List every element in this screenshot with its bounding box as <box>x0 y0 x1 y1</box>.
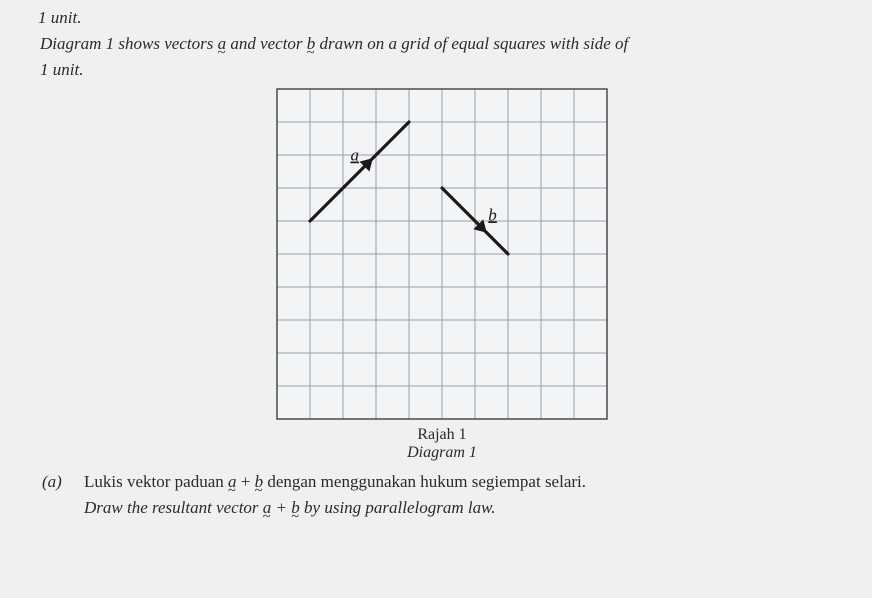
intro-line-2: 1 unit. <box>40 60 844 80</box>
vec-b-sum-en: b <box>291 498 300 518</box>
intro-line-1: Diagram 1 shows vectors a and vector b d… <box>40 34 840 54</box>
vector-b-inline: b <box>307 34 316 54</box>
caption-rajah: Rajah 1 <box>40 426 844 444</box>
vec-b-sum: b <box>255 472 264 492</box>
question-a-english: Draw the resultant vector a + b by using… <box>40 498 844 518</box>
qa-eng-2: by using parallelogram law. <box>300 498 496 517</box>
caption-diagram: Diagram 1 <box>40 444 844 462</box>
question-a-malay: Lukis vektor paduan a + b dengan menggun… <box>84 472 586 492</box>
caption-block: Rajah 1 Diagram 1 <box>40 426 844 462</box>
question-a-label: (a) <box>42 472 70 492</box>
qa-malay-2: dengan menggunakan hukum segiempat selar… <box>263 472 586 491</box>
truncated-prev-line: 1 unit. <box>38 8 844 28</box>
intro-text-1: Diagram 1 shows vectors <box>40 34 218 53</box>
vector-a-label: a <box>350 146 359 165</box>
question-a: (a) Lukis vektor paduan a + b dengan men… <box>40 472 844 492</box>
vector-b-label: b <box>488 205 497 224</box>
intro-text-3: drawn on a grid of equal squares with si… <box>320 34 629 53</box>
vec-a-sum: a <box>228 472 237 492</box>
vec-a-sum-en: a <box>263 498 272 518</box>
vector-a-inline: a <box>218 34 227 54</box>
qa-eng-1: Draw the resultant vector <box>84 498 263 517</box>
intro-text-2: and vector <box>230 34 306 53</box>
grid-container: ab <box>40 88 844 420</box>
vector-grid: ab <box>276 88 608 420</box>
qa-malay-1: Lukis vektor paduan <box>84 472 228 491</box>
